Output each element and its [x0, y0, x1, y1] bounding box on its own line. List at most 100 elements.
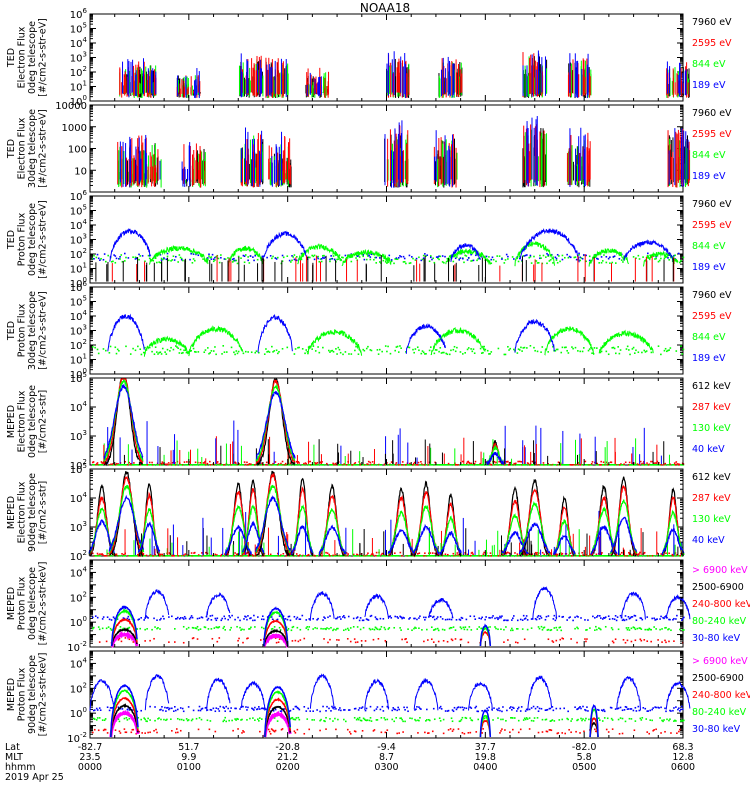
data-point — [384, 345, 387, 347]
data-series — [257, 313, 293, 353]
data-point — [389, 615, 392, 617]
data-point — [598, 262, 600, 264]
legend-entry: 240-800 keV — [692, 599, 750, 610]
ytick-label: 104 — [70, 565, 88, 579]
data-point — [680, 259, 682, 262]
data-point — [609, 262, 611, 264]
data-point — [262, 627, 265, 630]
data-point — [402, 261, 405, 263]
data-series — [387, 510, 415, 556]
data-point — [372, 554, 375, 557]
data-point — [501, 464, 504, 466]
data-point — [347, 553, 349, 555]
data-point — [282, 555, 285, 557]
data-point — [119, 258, 121, 260]
data-point — [401, 464, 403, 466]
data-point — [599, 464, 602, 466]
data-point — [161, 461, 164, 463]
data-point — [301, 464, 304, 466]
data-point — [490, 555, 493, 557]
data-point — [295, 618, 298, 620]
data-point — [408, 555, 410, 557]
data-point — [454, 555, 457, 557]
data-point — [572, 347, 574, 350]
data-point — [146, 628, 148, 630]
data-point — [188, 618, 191, 620]
data-point — [99, 259, 101, 261]
data-point — [163, 258, 165, 260]
data-point — [286, 629, 289, 631]
data-point — [98, 628, 101, 631]
data-point — [392, 555, 395, 557]
data-point — [536, 551, 538, 554]
data-point — [208, 253, 210, 256]
data-point — [314, 626, 316, 629]
data-point — [199, 461, 202, 464]
data-point — [473, 352, 476, 355]
data-point — [220, 555, 222, 557]
data-point — [234, 618, 236, 621]
data-point — [450, 349, 452, 352]
data-point — [641, 351, 643, 354]
data-point — [246, 552, 248, 554]
data-point — [405, 555, 407, 557]
data-point — [165, 353, 168, 355]
data-point — [108, 618, 111, 621]
data-point — [266, 256, 268, 259]
data-point — [679, 261, 681, 264]
data-point — [596, 462, 599, 465]
data-point — [320, 258, 323, 260]
data-point — [173, 555, 176, 557]
data-point — [503, 262, 506, 264]
data-point — [388, 254, 391, 257]
data-point — [397, 617, 399, 619]
data-point — [660, 257, 662, 260]
data-point — [441, 628, 444, 631]
data-point — [624, 461, 627, 464]
data-point — [328, 627, 330, 630]
data-point — [431, 616, 434, 619]
data-point — [272, 464, 274, 466]
ytick-label: 105 — [70, 371, 87, 385]
data-point — [407, 628, 409, 630]
data-point — [220, 553, 223, 556]
data-point — [244, 463, 247, 466]
ytick-label: 101 — [70, 353, 87, 367]
data-point — [246, 555, 248, 557]
data-point — [244, 615, 246, 618]
data-point — [225, 351, 228, 353]
data-point — [254, 464, 256, 466]
data-point — [577, 350, 579, 352]
data-point — [681, 555, 683, 557]
data-point — [426, 628, 428, 631]
data-point — [367, 253, 369, 255]
data-point — [529, 553, 531, 556]
data-point — [144, 346, 146, 349]
data-point — [593, 254, 596, 256]
data-point — [412, 463, 415, 465]
data-point — [289, 464, 292, 466]
data-point — [171, 615, 173, 618]
ylabel-line: TED — [6, 230, 17, 250]
data-point — [636, 554, 639, 556]
data-point — [613, 347, 616, 350]
data-point — [367, 460, 370, 463]
data-point — [291, 640, 294, 642]
data-point — [444, 618, 447, 621]
data-point — [259, 555, 262, 557]
data-point — [330, 258, 332, 260]
data-point — [411, 629, 413, 632]
data-point — [354, 462, 357, 464]
data-point — [584, 464, 587, 466]
data-point — [420, 555, 422, 557]
data-point — [679, 555, 682, 557]
data-series — [412, 523, 440, 555]
data-point — [212, 260, 215, 263]
data-point — [190, 349, 193, 352]
data-point — [114, 346, 117, 349]
data-point — [545, 464, 548, 466]
data-point — [174, 345, 177, 347]
legend-entry: 2595 eV — [692, 38, 732, 49]
data-point — [102, 258, 105, 261]
data-point — [449, 626, 452, 629]
